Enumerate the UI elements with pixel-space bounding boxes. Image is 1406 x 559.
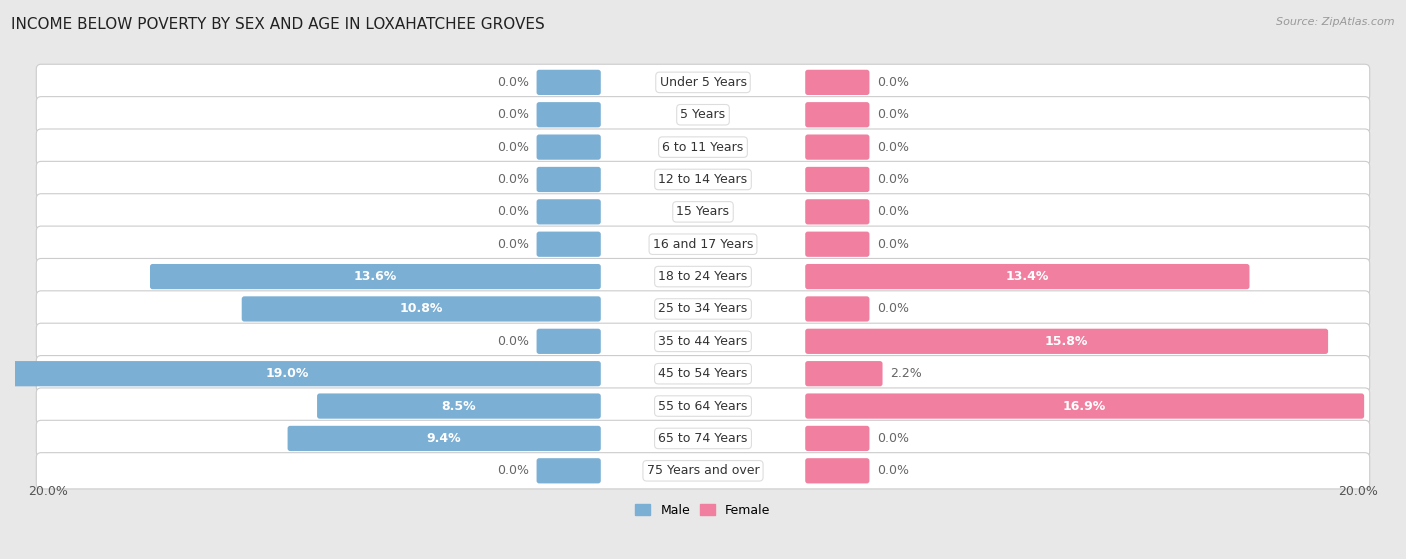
Text: 16 and 17 Years: 16 and 17 Years: [652, 238, 754, 251]
FancyBboxPatch shape: [37, 162, 1369, 198]
FancyBboxPatch shape: [37, 356, 1369, 392]
FancyBboxPatch shape: [806, 264, 1250, 289]
FancyBboxPatch shape: [37, 226, 1369, 262]
Text: 0.0%: 0.0%: [876, 238, 908, 251]
FancyBboxPatch shape: [537, 102, 600, 127]
Text: 10.8%: 10.8%: [399, 302, 443, 315]
FancyBboxPatch shape: [37, 291, 1369, 327]
Text: 15 Years: 15 Years: [676, 205, 730, 219]
FancyBboxPatch shape: [537, 135, 600, 160]
Text: Under 5 Years: Under 5 Years: [659, 76, 747, 89]
FancyBboxPatch shape: [0, 361, 600, 386]
Text: 0.0%: 0.0%: [498, 108, 530, 121]
Text: 0.0%: 0.0%: [876, 465, 908, 477]
FancyBboxPatch shape: [37, 388, 1369, 424]
FancyBboxPatch shape: [318, 394, 600, 419]
FancyBboxPatch shape: [537, 70, 600, 95]
Text: 5 Years: 5 Years: [681, 108, 725, 121]
FancyBboxPatch shape: [37, 323, 1369, 359]
Text: 16.9%: 16.9%: [1063, 400, 1107, 413]
Text: 0.0%: 0.0%: [498, 173, 530, 186]
Text: 18 to 24 Years: 18 to 24 Years: [658, 270, 748, 283]
Text: 0.0%: 0.0%: [498, 238, 530, 251]
FancyBboxPatch shape: [37, 258, 1369, 295]
FancyBboxPatch shape: [806, 199, 869, 225]
Text: 0.0%: 0.0%: [876, 173, 908, 186]
Text: 15.8%: 15.8%: [1045, 335, 1088, 348]
Text: 0.0%: 0.0%: [498, 141, 530, 154]
Text: Source: ZipAtlas.com: Source: ZipAtlas.com: [1277, 17, 1395, 27]
Text: 20.0%: 20.0%: [28, 485, 67, 498]
FancyBboxPatch shape: [37, 453, 1369, 489]
Text: 12 to 14 Years: 12 to 14 Years: [658, 173, 748, 186]
FancyBboxPatch shape: [150, 264, 600, 289]
FancyBboxPatch shape: [537, 199, 600, 225]
FancyBboxPatch shape: [242, 296, 600, 321]
FancyBboxPatch shape: [537, 167, 600, 192]
FancyBboxPatch shape: [806, 329, 1329, 354]
Text: 9.4%: 9.4%: [427, 432, 461, 445]
FancyBboxPatch shape: [806, 167, 869, 192]
Text: 0.0%: 0.0%: [876, 432, 908, 445]
FancyBboxPatch shape: [37, 129, 1369, 165]
Text: 55 to 64 Years: 55 to 64 Years: [658, 400, 748, 413]
FancyBboxPatch shape: [806, 361, 883, 386]
Text: 20.0%: 20.0%: [1339, 485, 1378, 498]
Text: 75 Years and over: 75 Years and over: [647, 465, 759, 477]
Text: 0.0%: 0.0%: [498, 335, 530, 348]
FancyBboxPatch shape: [37, 64, 1369, 101]
FancyBboxPatch shape: [806, 135, 869, 160]
Text: 0.0%: 0.0%: [498, 76, 530, 89]
Text: 35 to 44 Years: 35 to 44 Years: [658, 335, 748, 348]
Text: 6 to 11 Years: 6 to 11 Years: [662, 141, 744, 154]
Text: 45 to 54 Years: 45 to 54 Years: [658, 367, 748, 380]
Text: 13.4%: 13.4%: [1005, 270, 1049, 283]
Text: 0.0%: 0.0%: [876, 108, 908, 121]
FancyBboxPatch shape: [288, 426, 600, 451]
Text: 0.0%: 0.0%: [876, 302, 908, 315]
Text: 19.0%: 19.0%: [266, 367, 308, 380]
Text: 0.0%: 0.0%: [876, 141, 908, 154]
FancyBboxPatch shape: [806, 394, 1364, 419]
FancyBboxPatch shape: [806, 458, 869, 484]
FancyBboxPatch shape: [537, 231, 600, 257]
Text: 13.6%: 13.6%: [354, 270, 396, 283]
Text: 65 to 74 Years: 65 to 74 Years: [658, 432, 748, 445]
Text: 0.0%: 0.0%: [498, 465, 530, 477]
FancyBboxPatch shape: [537, 329, 600, 354]
FancyBboxPatch shape: [806, 296, 869, 321]
Text: 0.0%: 0.0%: [876, 76, 908, 89]
Legend: Male, Female: Male, Female: [630, 499, 776, 522]
Text: 25 to 34 Years: 25 to 34 Years: [658, 302, 748, 315]
FancyBboxPatch shape: [806, 426, 869, 451]
FancyBboxPatch shape: [37, 420, 1369, 457]
FancyBboxPatch shape: [806, 231, 869, 257]
Text: 2.2%: 2.2%: [890, 367, 921, 380]
FancyBboxPatch shape: [37, 194, 1369, 230]
FancyBboxPatch shape: [537, 458, 600, 484]
FancyBboxPatch shape: [37, 97, 1369, 133]
FancyBboxPatch shape: [806, 70, 869, 95]
FancyBboxPatch shape: [806, 102, 869, 127]
Text: 0.0%: 0.0%: [876, 205, 908, 219]
Text: 8.5%: 8.5%: [441, 400, 477, 413]
Text: 0.0%: 0.0%: [498, 205, 530, 219]
Text: INCOME BELOW POVERTY BY SEX AND AGE IN LOXAHATCHEE GROVES: INCOME BELOW POVERTY BY SEX AND AGE IN L…: [11, 17, 546, 32]
